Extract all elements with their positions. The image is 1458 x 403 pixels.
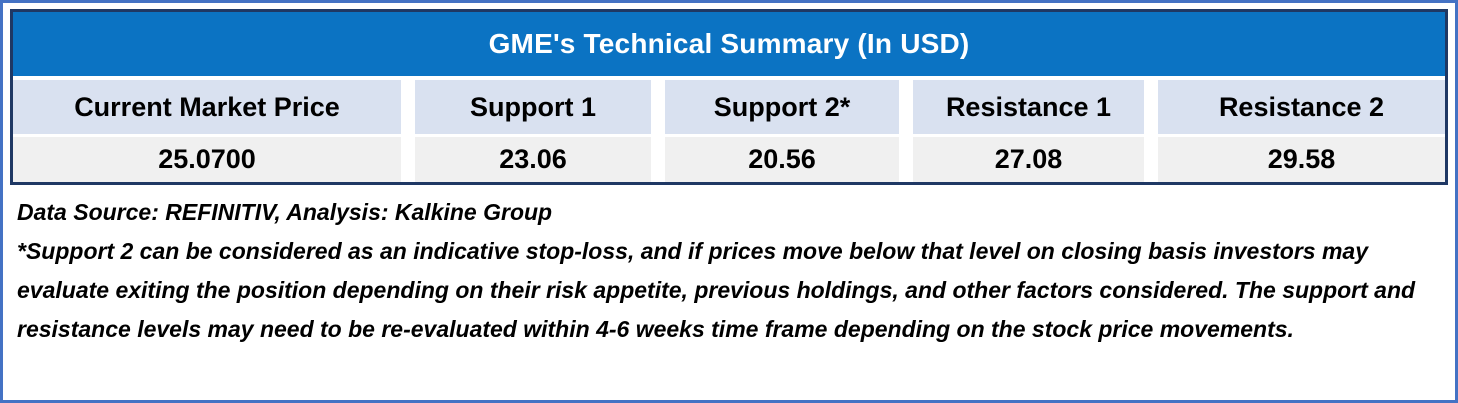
table-value-row: 25.0700 23.06 20.56 27.08 29.58 <box>13 137 1445 182</box>
table-title: GME's Technical Summary (In USD) <box>13 12 1445 76</box>
support-2-disclaimer: *Support 2 can be considered as an indic… <box>17 238 1416 342</box>
footnotes: Data Source: REFINITIV, Analysis: Kalkin… <box>3 185 1455 349</box>
data-source-line: Data Source: REFINITIV, Analysis: Kalkin… <box>17 199 553 225</box>
technical-summary-table: GME's Technical Summary (In USD) Current… <box>10 9 1448 185</box>
header-resistance-1: Resistance 1 <box>913 80 1144 134</box>
value-support-2: 20.56 <box>665 137 899 182</box>
value-resistance-1: 27.08 <box>913 137 1144 182</box>
value-resistance-2: 29.58 <box>1158 137 1445 182</box>
value-support-1: 23.06 <box>415 137 651 182</box>
header-support-2: Support 2* <box>665 80 899 134</box>
header-resistance-2: Resistance 2 <box>1158 80 1445 134</box>
header-current-market-price: Current Market Price <box>13 80 401 134</box>
table-header-row: Current Market Price Support 1 Support 2… <box>13 80 1445 134</box>
header-support-1: Support 1 <box>415 80 651 134</box>
value-current-market-price: 25.0700 <box>13 137 401 182</box>
